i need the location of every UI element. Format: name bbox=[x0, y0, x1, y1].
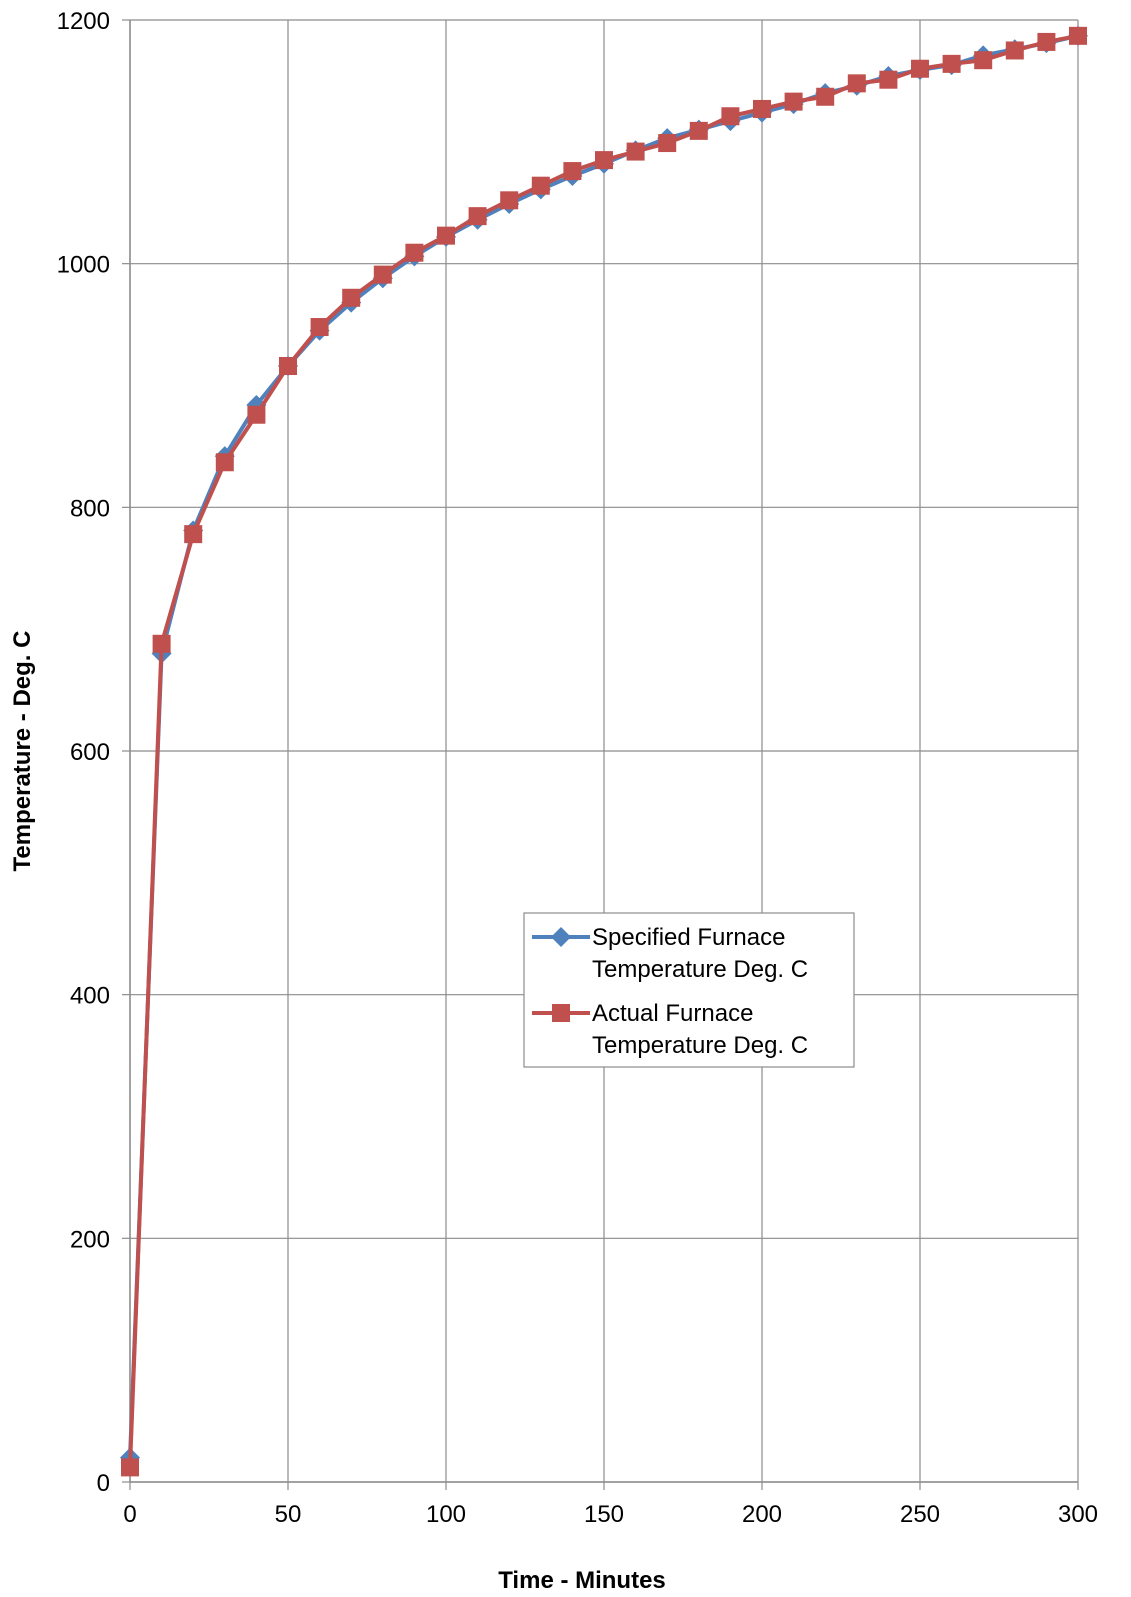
data-point bbox=[342, 288, 361, 307]
y-tick-label: 800 bbox=[70, 495, 110, 522]
x-tick-label: 100 bbox=[426, 1501, 466, 1528]
y-axis-title: Temperature - Deg. C bbox=[9, 631, 36, 872]
data-point bbox=[911, 59, 929, 78]
y-tick-labels: 0 200 400 600 800 1000 1200 bbox=[57, 8, 110, 1497]
grid-lines bbox=[129, 19, 1079, 1483]
data-point bbox=[121, 1458, 139, 1477]
y-tick-label: 1000 bbox=[57, 252, 110, 279]
data-point bbox=[658, 134, 677, 153]
data-point bbox=[405, 243, 424, 262]
data-point bbox=[215, 453, 234, 472]
x-tick-label: 50 bbox=[275, 1501, 302, 1528]
data-point bbox=[184, 525, 203, 544]
x-tick-label: 300 bbox=[1058, 1501, 1098, 1528]
x-tick-labels: 0 50 100 150 200 250 300 bbox=[123, 1501, 1098, 1528]
data-point bbox=[816, 87, 835, 106]
y-tick-label: 0 bbox=[97, 1470, 110, 1497]
data-point bbox=[784, 92, 803, 111]
data-point bbox=[279, 357, 297, 376]
data-point bbox=[1005, 41, 1024, 60]
x-tick-label: 0 bbox=[123, 1501, 136, 1528]
data-point bbox=[689, 121, 708, 140]
y-tick-label: 400 bbox=[70, 983, 110, 1010]
legend-marker bbox=[551, 927, 571, 947]
legend-label: Temperature Deg. C bbox=[592, 956, 808, 983]
data-point bbox=[942, 54, 961, 73]
x-tick-label: 250 bbox=[900, 1501, 940, 1528]
series-layer bbox=[120, 25, 1088, 1477]
y-tick-label: 200 bbox=[70, 1226, 110, 1253]
x-tick-label: 200 bbox=[742, 1501, 782, 1528]
legend-label: Actual Furnace bbox=[592, 1000, 753, 1027]
data-point bbox=[152, 634, 171, 653]
data-point bbox=[247, 405, 266, 424]
y-tick-label: 600 bbox=[70, 739, 110, 766]
y-tick-label: 1200 bbox=[57, 8, 110, 35]
data-point bbox=[373, 265, 392, 284]
legend-label: Specified Furnace bbox=[592, 924, 785, 951]
data-point bbox=[595, 151, 613, 170]
data-point bbox=[468, 207, 487, 226]
data-point bbox=[500, 191, 519, 210]
x-axis-title: Time - Minutes bbox=[498, 1567, 666, 1594]
data-point bbox=[310, 318, 329, 337]
series-2 bbox=[121, 26, 1087, 1477]
data-point bbox=[974, 51, 993, 70]
data-point bbox=[563, 162, 582, 181]
data-point bbox=[626, 142, 645, 161]
data-point bbox=[1069, 26, 1087, 45]
data-point bbox=[1037, 32, 1056, 51]
legend: Specified Furnace Temperature Deg. C Actua… bbox=[523, 912, 855, 1068]
data-point bbox=[879, 70, 898, 89]
data-point bbox=[531, 176, 550, 195]
data-point bbox=[437, 226, 455, 245]
data-point bbox=[753, 99, 771, 118]
x-tick-label: 150 bbox=[584, 1501, 624, 1528]
data-point bbox=[721, 107, 740, 126]
legend-marker bbox=[552, 1004, 570, 1022]
legend-label: Temperature Deg. C bbox=[592, 1032, 808, 1059]
data-point bbox=[847, 74, 866, 93]
axes bbox=[122, 19, 1079, 1490]
